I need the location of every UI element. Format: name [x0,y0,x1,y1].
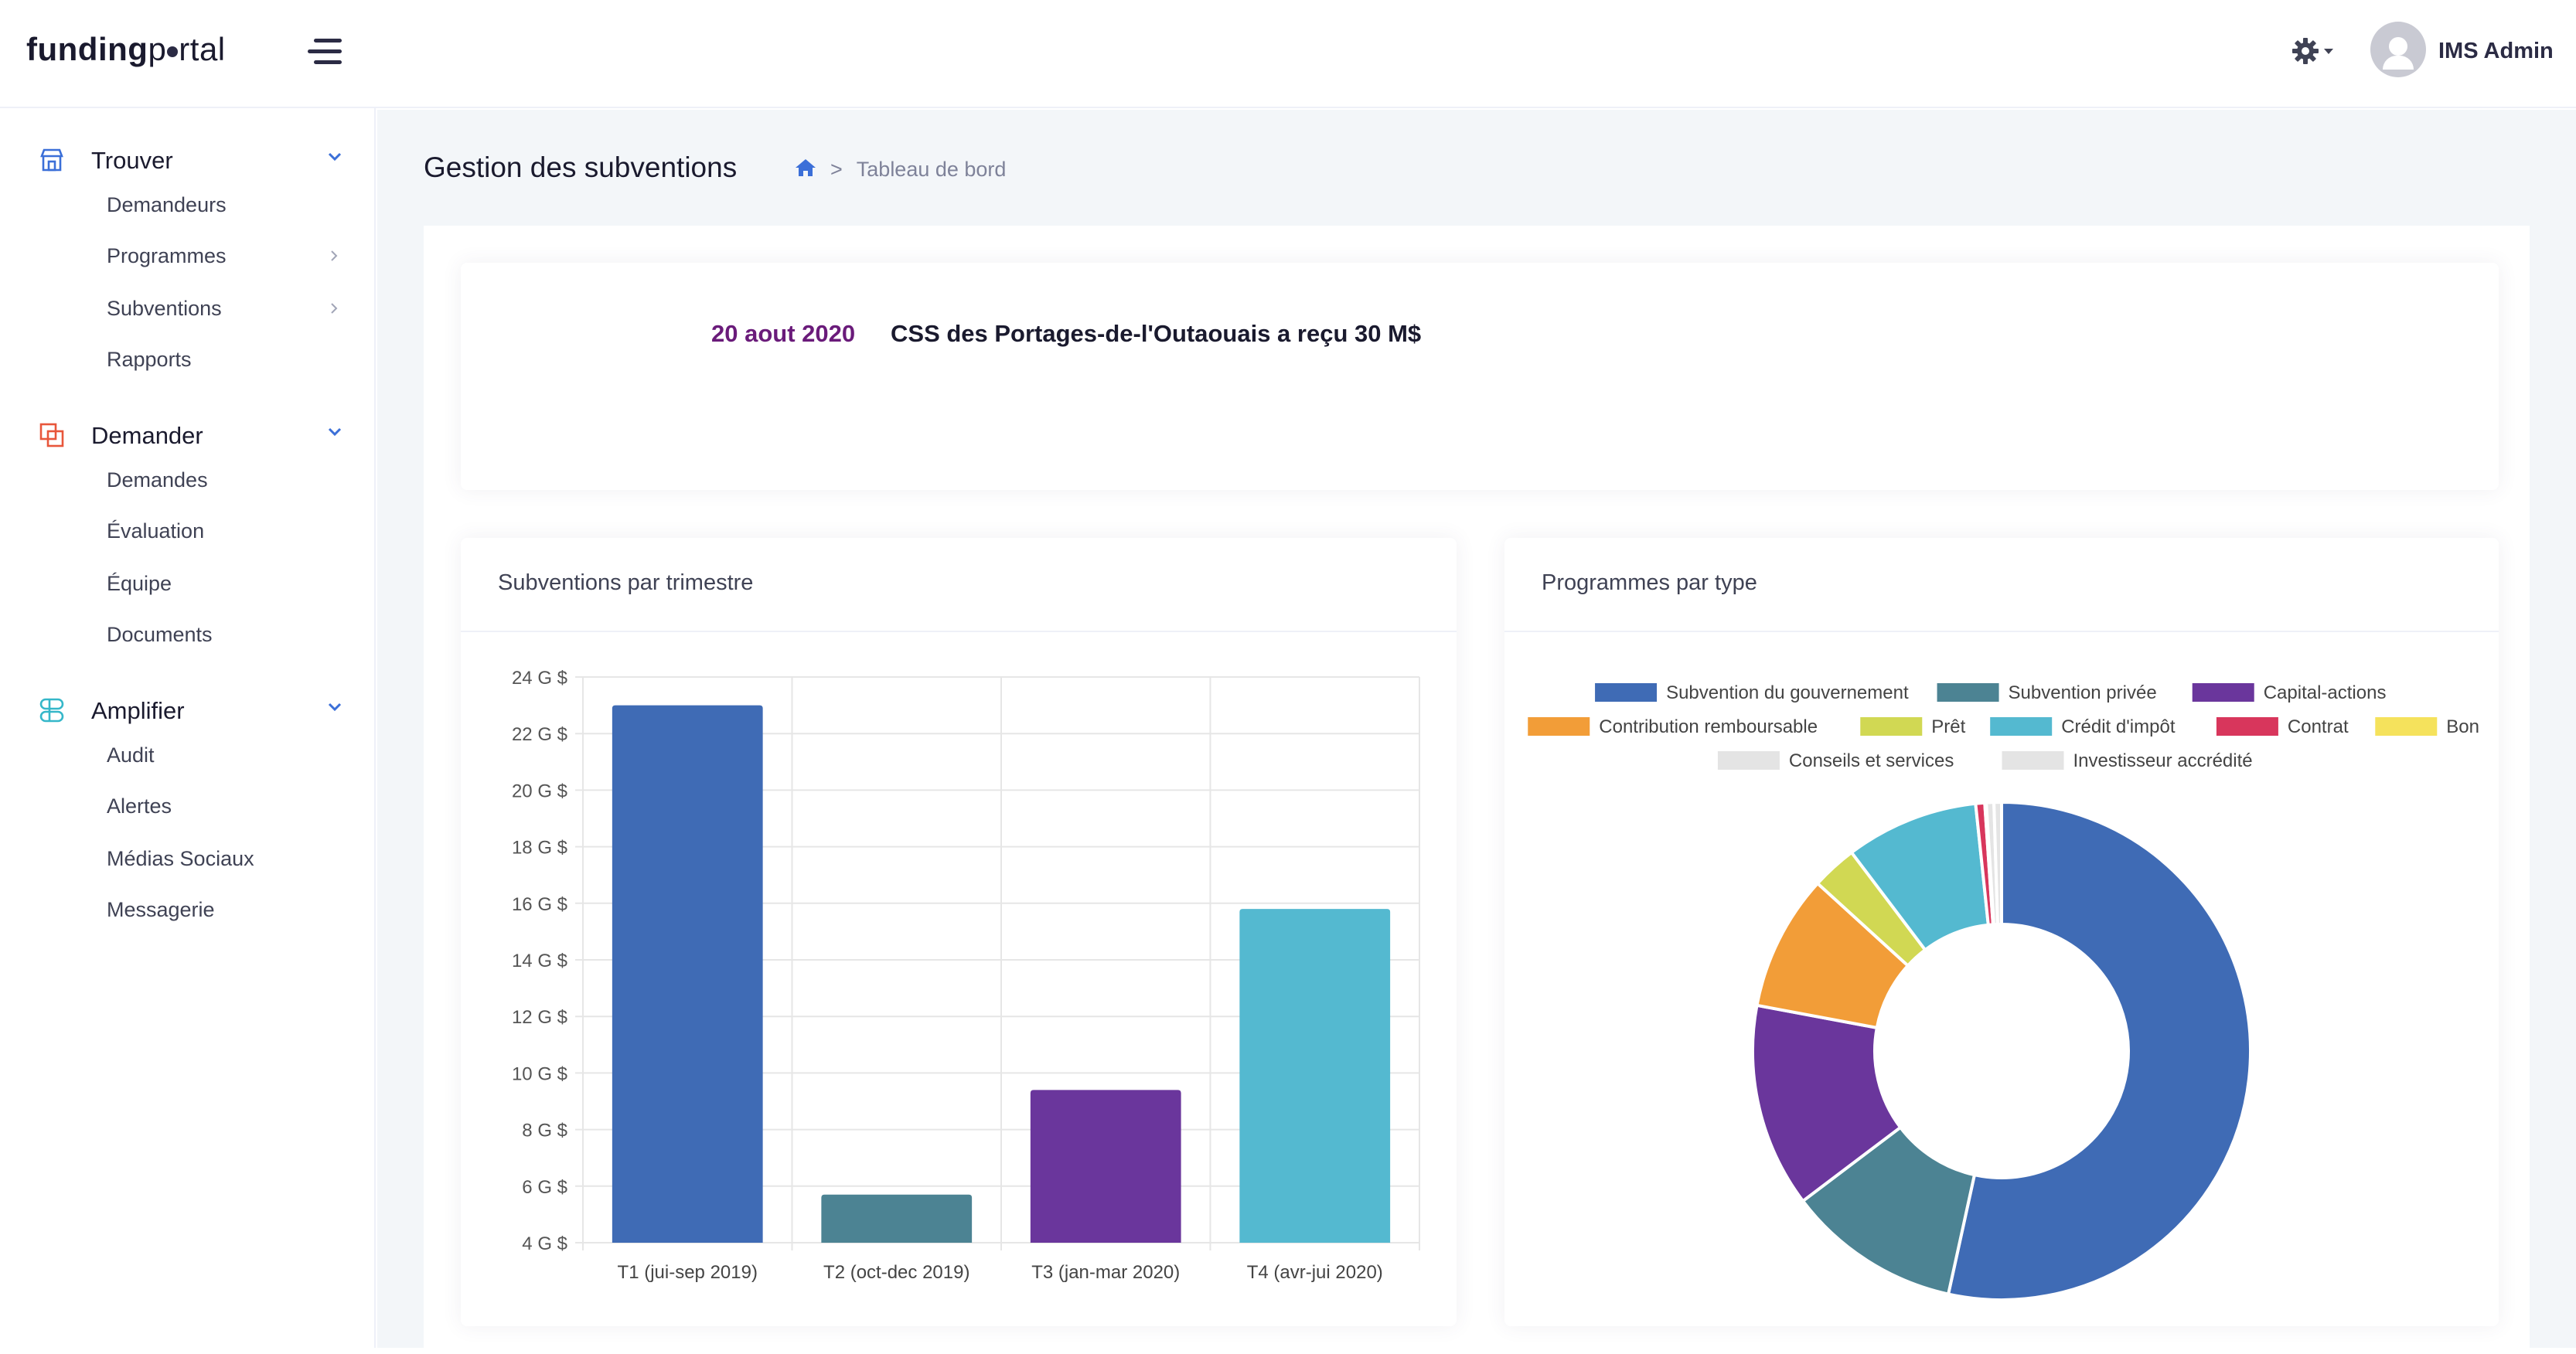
chevron-down-icon[interactable] [326,699,343,716]
sidebar-section-title: Trouver [91,147,173,174]
y-tick-label: 4 G $ [522,1233,567,1254]
breadcrumb-current[interactable]: Tableau de bord [856,158,1007,181]
legend-label[interactable]: Prêt [1931,716,1965,737]
store-icon [40,148,63,172]
sidebar: Trouver Demandeurs Programmes Subvention… [0,108,376,1348]
legend-label[interactable]: Conseils et services [1789,750,1954,771]
x-tick-label: T2 (oct-dec 2019) [823,1262,969,1283]
legend-swatch[interactable] [2216,717,2278,736]
card-header: Programmes par type [1504,538,2499,632]
sidebar-item-equipe[interactable]: Équipe [107,572,172,595]
legend-swatch[interactable] [1990,717,2053,736]
legend-label[interactable]: Contribution remboursable [1599,716,1818,737]
y-tick-label: 24 G $ [512,668,567,689]
sidebar-item-rapports[interactable]: Rapports [107,348,192,371]
x-tick-label: T4 (avr-jui 2020) [1247,1262,1383,1283]
legend-label[interactable]: Subvention privée [2009,682,2157,703]
legend-label[interactable]: Bon [2446,716,2479,737]
x-tick-label: T3 (jan-mar 2020) [1031,1262,1180,1283]
legend-label[interactable]: Investisseur accrédité [2073,750,2253,771]
sidebar-section-title: Amplifier [91,697,185,724]
chevron-down-icon[interactable] [326,424,343,441]
copy-icon [39,423,64,447]
y-tick-label: 8 G $ [522,1121,567,1141]
brand-logo[interactable]: fundingp rtal [26,31,226,67]
home-icon[interactable] [795,158,816,178]
donut-slice[interactable] [1751,1003,1903,1203]
bar[interactable] [1030,1090,1181,1243]
sidebar-item-subventions[interactable]: Subventions [107,297,222,320]
legend-swatch[interactable] [1937,683,1999,702]
y-tick-label: 12 G $ [512,1007,567,1028]
sidebar-item-demandeurs[interactable]: Demandeurs [107,193,227,216]
y-tick-label: 20 G $ [512,781,567,801]
bar[interactable] [821,1194,973,1243]
legend-swatch[interactable] [1860,717,1923,736]
sidebar-item-documents[interactable]: Documents [107,623,213,646]
sidebar-item-messagerie[interactable]: Messagerie [107,898,215,921]
main-content: Gestion des subventions > Tableau de bord… [377,110,2576,1354]
sidebar-section-trouver[interactable]: Trouver [0,136,376,182]
legend-swatch[interactable] [2192,683,2254,702]
legend-label[interactable]: Capital-actions [2264,682,2387,703]
card-title: Programmes par type [1542,570,1757,595]
bar[interactable] [1239,909,1391,1243]
pie-chart-card: Programmes par type Subvention du gouver… [1504,538,2499,1326]
sidebar-item-audit[interactable]: Audit [107,743,155,767]
chevron-down-icon[interactable] [326,148,343,165]
y-tick-label: 22 G $ [512,724,567,745]
breadcrumb: > Tableau de bord [795,158,1006,182]
sidebar-section-title: Demander [91,422,203,449]
legend-label[interactable]: Crédit d'impôt [2061,716,2176,737]
news-date: 20 aout 2020 [711,320,856,347]
user-name[interactable]: IMS Admin [2438,39,2554,63]
dashboard-panel: 20 aout 2020 CSS des Portages-de-l'Outao… [424,226,2530,1354]
legend-swatch[interactable] [2002,751,2064,770]
page-title: Gestion des subventions [424,151,738,183]
legend-swatch[interactable] [2375,717,2438,736]
bar-chart-card: Subventions par trimestre 4 G $ 6 G $ 8 G … [461,538,1457,1326]
y-tick-label: 14 G $ [512,951,567,971]
sidebar-item-medias-sociaux[interactable]: Médias Sociaux [107,847,254,870]
layers-icon [39,698,64,723]
y-tick-label: 10 G $ [512,1063,567,1084]
news-headline[interactable]: CSS des Portages-de-l'Outaouais a reçu 3… [891,320,1422,347]
legend-swatch[interactable] [1528,717,1590,736]
gear-icon[interactable] [2290,34,2336,68]
card-title: Subventions par trimestre [498,570,754,595]
y-tick-label: 18 G $ [512,838,567,859]
sidebar-item-evaluation[interactable]: Évaluation [107,519,205,543]
sidebar-item-alertes[interactable]: Alertes [107,794,172,818]
chevron-right-icon[interactable] [328,302,340,315]
card-header: Subventions par trimestre [461,538,1457,632]
x-tick-label: T1 (jui-sep 2019) [618,1262,758,1283]
donut-slice[interactable] [1946,800,2252,1301]
donut-slice[interactable] [1992,800,2003,927]
sidebar-item-programmes[interactable]: Programmes [107,244,227,267]
sidebar-item-demandes[interactable]: Demandes [107,468,208,492]
chevron-right-icon[interactable] [328,250,340,262]
legend-label[interactable]: Subvention du gouvernement [1666,682,1909,703]
y-tick-label: 16 G $ [512,894,567,915]
bar-chart: 4 G $ 6 G $ 8 G $ 10 G $ 12 G $ 14 G $ 16 G $ 1… [512,668,1420,1283]
top-bar: fundingp rtal IMS Admin [0,0,2576,108]
legend-label[interactable]: Contrat [2288,716,2349,737]
sidebar-section-demander[interactable]: Demander [0,411,376,458]
y-tick-label: 6 G $ [522,1177,567,1198]
avatar[interactable] [2370,22,2426,77]
legend-swatch[interactable] [1595,683,1658,702]
logo-dot-icon [167,46,179,57]
news-card: 20 aout 2020 CSS des Portages-de-l'Outao… [461,263,2499,490]
bar[interactable] [612,705,763,1243]
donut-chart: Subvention du gouvernement Subvention pri… [1528,682,2479,1301]
sidebar-section-amplifier[interactable]: Amplifier [0,686,376,733]
legend-swatch[interactable] [1717,751,1780,770]
hamburger-icon[interactable] [308,39,342,66]
